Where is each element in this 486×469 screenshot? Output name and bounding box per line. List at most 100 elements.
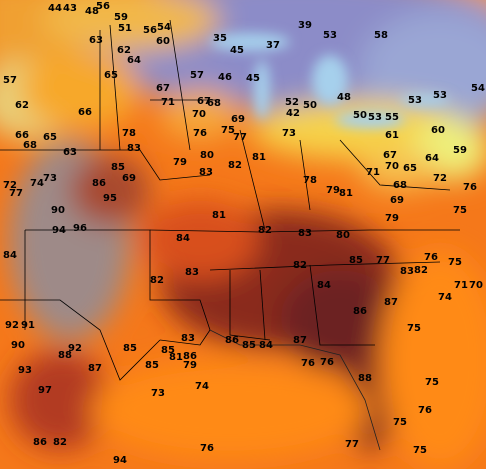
temperature-label: 85 [145, 360, 159, 371]
temperature-label: 83 [199, 167, 213, 178]
temperature-label: 85 [123, 343, 137, 354]
temperature-label: 44 [48, 3, 62, 14]
temperature-label: 68 [393, 180, 407, 191]
temperature-label: 82 [414, 265, 428, 276]
temperature-label: 76 [424, 252, 438, 263]
temperature-label: 53 [323, 30, 337, 41]
temperature-label: 83 [400, 266, 414, 277]
temperature-label: 63 [63, 147, 77, 158]
temperature-label: 79 [183, 360, 197, 371]
temperature-label: 92 [68, 343, 82, 354]
temperature-label: 79 [385, 213, 399, 224]
temperature-label: 54 [157, 22, 171, 33]
temperature-label: 83 [127, 143, 141, 154]
temperature-label: 68 [207, 98, 221, 109]
temperature-label: 72 [433, 173, 447, 184]
temperature-label: 76 [200, 443, 214, 454]
temperature-label: 76 [320, 357, 334, 368]
temperature-label: 76 [193, 128, 207, 139]
temperature-label: 71 [161, 97, 175, 108]
temperature-label: 43 [63, 3, 77, 14]
temperature-label: 95 [103, 193, 117, 204]
temperature-label: 88 [358, 373, 372, 384]
temperature-label: 77 [345, 439, 359, 450]
temperature-label: 48 [337, 92, 351, 103]
temperature-label: 69 [390, 195, 404, 206]
temperature-label: 97 [38, 385, 52, 396]
temperature-label: 86 [92, 178, 106, 189]
temperature-label: 53 [433, 90, 447, 101]
temperature-label: 75 [407, 323, 421, 334]
temperature-label: 79 [173, 157, 187, 168]
temperature-label: 75 [425, 377, 439, 388]
temperature-label: 66 [78, 107, 92, 118]
temperature-label: 35 [213, 33, 227, 44]
temperature-label: 60 [156, 36, 170, 47]
temperature-label: 68 [23, 140, 37, 151]
temperature-label: 75 [453, 205, 467, 216]
temperature-label: 86 [225, 335, 239, 346]
temperature-label: 69 [122, 173, 136, 184]
temperature-label: 80 [200, 150, 214, 161]
temperature-label: 75 [393, 417, 407, 428]
temperature-label: 78 [303, 175, 317, 186]
temperature-label: 81 [339, 188, 353, 199]
temperature-label: 73 [43, 173, 57, 184]
temperature-label: 77 [233, 132, 247, 143]
temperature-label: 64 [425, 153, 439, 164]
temperature-label: 71 [454, 280, 468, 291]
temperature-label: 65 [403, 163, 417, 174]
temperature-label: 59 [114, 12, 128, 23]
temperature-label: 81 [252, 152, 266, 163]
temperature-label: 77 [9, 188, 23, 199]
temperature-label: 59 [453, 145, 467, 156]
temperature-label: 87 [88, 363, 102, 374]
temperature-label: 57 [190, 70, 204, 81]
temperature-label: 42 [286, 108, 300, 119]
temperature-label: 82 [258, 225, 272, 236]
temperature-label: 87 [384, 297, 398, 308]
temperature-label: 78 [122, 128, 136, 139]
temperature-label: 75 [221, 125, 235, 136]
temperature-label: 73 [282, 128, 296, 139]
temperature-label: 85 [161, 345, 175, 356]
temperature-label: 84 [3, 250, 17, 261]
temperature-label: 83 [298, 228, 312, 239]
temperature-label: 57 [3, 75, 17, 86]
temperature-label: 80 [336, 230, 350, 241]
temperature-label: 86 [353, 306, 367, 317]
temperature-label: 56 [96, 1, 110, 12]
temperature-label: 85 [111, 162, 125, 173]
temperature-label: 45 [246, 73, 260, 84]
temperature-label: 67 [197, 96, 211, 107]
temperature-label: 53 [408, 95, 422, 106]
temperature-label: 82 [150, 275, 164, 286]
temperature-label: 62 [15, 100, 29, 111]
temperature-label: 83 [185, 267, 199, 278]
temperature-label: 62 [117, 45, 131, 56]
temperature-label: 82 [293, 260, 307, 271]
temperature-label: 65 [104, 70, 118, 81]
temperature-label: 96 [73, 223, 87, 234]
temperature-label: 76 [301, 358, 315, 369]
temperature-label: 50 [303, 100, 317, 111]
temperature-label: 74 [438, 292, 452, 303]
temperature-label: 74 [30, 178, 44, 189]
temperature-label: 45 [230, 45, 244, 56]
temperature-label: 70 [192, 109, 206, 120]
temperature-label: 90 [11, 340, 25, 351]
temperature-label: 50 [353, 110, 367, 121]
temperature-label: 55 [385, 112, 399, 123]
temperature-label: 88 [58, 350, 72, 361]
temperature-label: 76 [463, 182, 477, 193]
state-borders [0, 19, 460, 451]
temperature-label: 39 [298, 20, 312, 31]
temperature-label: 77 [376, 255, 390, 266]
temperature-label: 82 [53, 437, 67, 448]
temperature-label: 51 [118, 23, 132, 34]
temperature-label: 70 [469, 280, 483, 291]
temperature-label: 83 [181, 333, 195, 344]
temperature-label: 84 [176, 233, 190, 244]
temperature-label: 81 [169, 352, 183, 363]
